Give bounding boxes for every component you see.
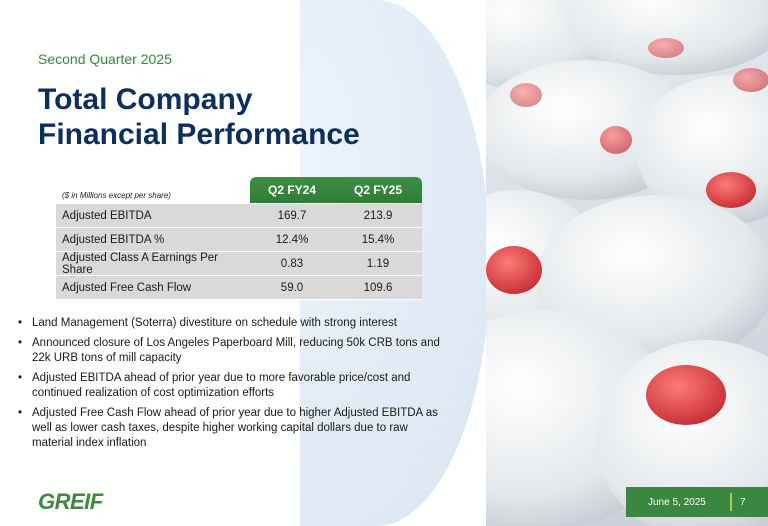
jerrycans-image <box>486 0 768 526</box>
column-header-q2-fy24: Q2 FY24 <box>250 177 334 203</box>
row-value-fy25: 15.4% <box>361 233 395 246</box>
table-row: Adjusted EBITDA % 12.4% 15.4% <box>56 228 422 252</box>
bullet-text: Adjusted EBITDA ahead of prior year due … <box>32 372 411 399</box>
row-value-fy24: 12.4% <box>275 233 309 246</box>
containers-photo <box>486 0 768 526</box>
row-value-fy25: 109.6 <box>363 281 393 294</box>
bullet-text: Adjusted Free Cash Flow ahead of prior y… <box>32 407 438 449</box>
table-note: ($ in Millions except per share) <box>62 191 171 200</box>
table-row: Adjusted Free Cash Flow 59.0 109.6 <box>56 276 422 300</box>
financial-table: Adjusted EBITDA 169.7 213.9 Adjusted EBI… <box>56 204 422 300</box>
row-value-fy24: 0.83 <box>280 257 304 270</box>
table-row: Adjusted Class A Earnings Per Share 0.83… <box>56 252 422 276</box>
slide-subtitle: Second Quarter 2025 <box>38 51 172 67</box>
row-value-fy25: 213.9 <box>363 209 393 222</box>
row-label: Adjusted Class A Earnings Per Share <box>62 251 218 276</box>
bullet-dot-icon: • <box>18 337 23 349</box>
row-label: Adjusted EBITDA <box>62 209 152 222</box>
slide-title: Total Company Financial Performance <box>38 82 458 152</box>
row-label: Adjusted Free Cash Flow <box>62 281 192 294</box>
list-item: • Announced closure of Los Angeles Paperb… <box>18 336 448 366</box>
bullet-dot-icon: • <box>18 372 23 384</box>
bullet-text: Announced closure of Los Angeles Paperbo… <box>32 337 440 364</box>
table-row: Adjusted EBITDA 169.7 213.9 <box>56 204 422 228</box>
page-number: 7 <box>740 496 746 508</box>
row-value-fy24: 169.7 <box>277 209 307 222</box>
list-item: • Land Management (Soterra) divestiture o… <box>18 316 448 331</box>
footer-date: June 5, 2025 <box>648 496 706 508</box>
list-item: • Adjusted Free Cash Flow ahead of prior … <box>18 406 448 451</box>
row-value-fy25: 1.19 <box>366 257 390 270</box>
row-value-fy24: 59.0 <box>280 281 304 294</box>
bullet-dot-icon: • <box>18 407 23 419</box>
title-line-1: Total Company <box>38 83 253 116</box>
list-item: • Adjusted EBITDA ahead of prior year due… <box>18 371 448 401</box>
title-line-2: Financial Performance <box>38 118 360 151</box>
bullet-dot-icon: • <box>18 317 23 329</box>
column-header-q2-fy25: Q2 FY25 <box>334 177 422 203</box>
bullet-text: Land Management (Soterra) divestiture on… <box>32 317 398 329</box>
greif-logo: GREIF <box>38 489 103 514</box>
row-label: Adjusted EBITDA % <box>62 233 165 246</box>
footer-bar: June 5, 2025 7 <box>626 487 768 517</box>
bullet-list: • Land Management (Soterra) divestiture o… <box>18 316 448 456</box>
footer-divider <box>730 493 732 511</box>
